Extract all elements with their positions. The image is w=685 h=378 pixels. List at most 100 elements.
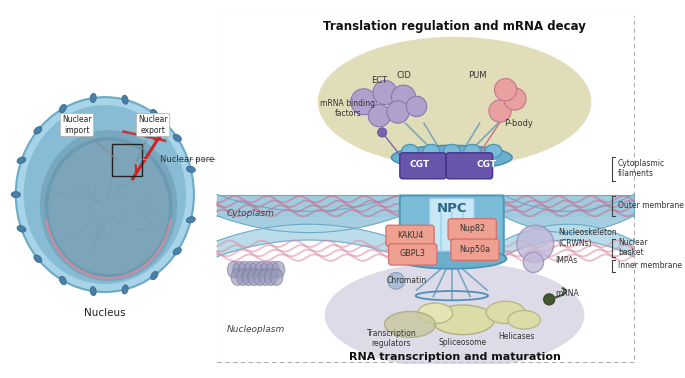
Ellipse shape — [40, 130, 177, 281]
Ellipse shape — [244, 261, 257, 278]
Ellipse shape — [11, 192, 21, 198]
Ellipse shape — [227, 261, 240, 278]
Circle shape — [544, 294, 555, 305]
FancyBboxPatch shape — [400, 195, 503, 256]
Ellipse shape — [17, 157, 26, 164]
Text: NPC: NPC — [436, 202, 467, 215]
Text: Nuclear pore: Nuclear pore — [160, 155, 215, 164]
Ellipse shape — [485, 144, 502, 158]
Ellipse shape — [173, 248, 182, 255]
Circle shape — [373, 81, 397, 105]
Ellipse shape — [464, 144, 481, 158]
Text: Nucleoplasm: Nucleoplasm — [226, 325, 284, 333]
Text: PUM: PUM — [469, 71, 487, 80]
Ellipse shape — [401, 144, 419, 158]
Circle shape — [523, 252, 544, 273]
Ellipse shape — [233, 261, 246, 278]
Ellipse shape — [255, 261, 268, 278]
Ellipse shape — [186, 166, 195, 172]
Circle shape — [503, 88, 526, 110]
Text: Cytoplasm: Cytoplasm — [226, 209, 274, 218]
Ellipse shape — [325, 262, 584, 369]
Ellipse shape — [236, 269, 249, 285]
Bar — [112, 144, 142, 176]
Ellipse shape — [261, 261, 274, 278]
Ellipse shape — [186, 217, 195, 223]
FancyBboxPatch shape — [388, 244, 437, 265]
Ellipse shape — [16, 97, 194, 292]
Circle shape — [351, 89, 377, 115]
Text: CID: CID — [396, 71, 411, 80]
Ellipse shape — [259, 269, 272, 285]
Text: mRNA binding
factors: mRNA binding factors — [321, 99, 375, 118]
Ellipse shape — [151, 109, 158, 118]
Text: mRNA: mRNA — [556, 289, 580, 298]
Text: Chromatin: Chromatin — [387, 276, 427, 285]
Ellipse shape — [508, 311, 540, 329]
Text: Spliceosome: Spliceosome — [439, 338, 487, 347]
Ellipse shape — [90, 287, 97, 296]
Text: Nuclear
basket: Nuclear basket — [618, 238, 647, 257]
Circle shape — [406, 96, 427, 117]
Text: Nuclear
import: Nuclear import — [62, 115, 118, 160]
Text: Inner membrane: Inner membrane — [618, 262, 682, 271]
Text: IMPAs: IMPAs — [556, 256, 578, 265]
Text: Nup82: Nup82 — [459, 225, 485, 233]
Circle shape — [495, 79, 516, 101]
Ellipse shape — [122, 285, 128, 294]
Circle shape — [489, 100, 511, 122]
Ellipse shape — [231, 269, 244, 285]
Ellipse shape — [34, 255, 42, 263]
Circle shape — [377, 128, 387, 137]
Ellipse shape — [173, 134, 182, 141]
Ellipse shape — [249, 261, 262, 278]
Ellipse shape — [17, 226, 26, 232]
Text: Cytoplasmic
filaments: Cytoplasmic filaments — [618, 159, 665, 178]
Text: KAKU4: KAKU4 — [397, 231, 423, 240]
Ellipse shape — [270, 269, 283, 285]
FancyBboxPatch shape — [448, 219, 497, 240]
Ellipse shape — [122, 95, 128, 104]
Ellipse shape — [392, 146, 512, 169]
Text: Translation regulation and mRNA decay: Translation regulation and mRNA decay — [323, 20, 586, 33]
Ellipse shape — [253, 269, 266, 285]
Ellipse shape — [60, 104, 66, 113]
FancyBboxPatch shape — [400, 153, 446, 179]
Ellipse shape — [24, 105, 186, 284]
Text: Nucleoskeleton
(CRWNs): Nucleoskeleton (CRWNs) — [558, 228, 617, 248]
Ellipse shape — [432, 305, 495, 335]
Circle shape — [392, 85, 416, 109]
Ellipse shape — [264, 269, 277, 285]
Text: ECT: ECT — [371, 76, 388, 85]
Ellipse shape — [151, 271, 158, 280]
FancyBboxPatch shape — [446, 153, 493, 179]
Text: GBPL3: GBPL3 — [400, 249, 426, 259]
Ellipse shape — [45, 137, 173, 278]
Text: Nup50a: Nup50a — [460, 245, 490, 254]
Text: Transcription
regulators: Transcription regulators — [366, 328, 416, 348]
Ellipse shape — [266, 261, 279, 278]
Ellipse shape — [34, 127, 42, 134]
Ellipse shape — [48, 141, 169, 274]
Ellipse shape — [90, 93, 97, 102]
Ellipse shape — [248, 269, 261, 285]
Ellipse shape — [397, 248, 506, 269]
Text: Helicases: Helicases — [499, 332, 535, 341]
Bar — [217, 195, 634, 216]
Ellipse shape — [238, 261, 251, 278]
Text: Nucleus: Nucleus — [84, 308, 125, 318]
Text: Nuclear
export: Nuclear export — [136, 115, 168, 161]
FancyBboxPatch shape — [386, 225, 434, 246]
Circle shape — [388, 273, 404, 289]
Text: CGT: CGT — [409, 160, 429, 169]
Ellipse shape — [417, 303, 453, 324]
Text: P-body: P-body — [504, 119, 533, 128]
Text: RNA transcription and maturation: RNA transcription and maturation — [349, 352, 560, 362]
Text: Outer membrane: Outer membrane — [618, 201, 684, 210]
Bar — [217, 15, 634, 363]
Bar — [217, 15, 634, 363]
Ellipse shape — [423, 144, 440, 158]
Ellipse shape — [443, 144, 460, 158]
Ellipse shape — [60, 276, 66, 285]
Ellipse shape — [242, 269, 255, 285]
